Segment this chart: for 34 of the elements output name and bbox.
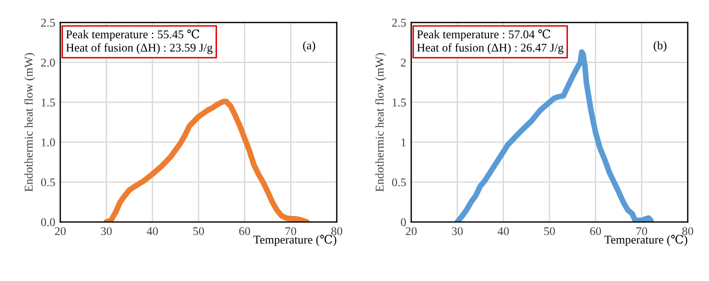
x-tick-label: 30 <box>101 227 112 236</box>
y-tick-label: 2 <box>400 58 406 66</box>
x-tick-label: 80 <box>682 227 694 236</box>
y-tick-label: 0.5 <box>392 178 406 186</box>
x-tick-label: 30 <box>452 227 463 236</box>
x-tick-label: 50 <box>193 227 204 236</box>
x-tick-label: 70 <box>286 227 296 236</box>
annotation: (b) <box>654 41 666 52</box>
x-tick-label: 60 <box>590 227 602 236</box>
x-tick-label: 40 <box>146 227 158 236</box>
y-tick-label: 2.0 <box>41 58 55 67</box>
x-axis-title: Temperature (℃) <box>604 234 688 246</box>
x-tick-label: 20 <box>54 227 66 236</box>
y-tick-label: 2.5 <box>392 18 406 27</box>
y-tick-label: 1 <box>401 138 406 146</box>
x-tick-label: 50 <box>544 227 555 236</box>
y-tick-label: 0.5 <box>41 178 55 186</box>
x-tick-label: 20 <box>406 227 417 236</box>
annotation: Peak temperature : 55.45 ℃ Heat of fusion (ΔH) : 23.59 J/g <box>66 29 213 54</box>
y-tick-label: 1.0 <box>42 138 55 146</box>
x-tick-label: 80 <box>331 227 342 236</box>
annotation: Peak temperature : 57.04 ℃ Heat of fusion (ΔH) : 26.47 J/g <box>417 29 564 54</box>
x-axis-title: Temperature (℃) <box>253 234 336 246</box>
y-tick-label: 1.5 <box>42 98 55 107</box>
y-tick-label: 2.5 <box>41 18 55 27</box>
y-axis-title: Endothermic heat flow (mW) <box>24 53 36 192</box>
y-tick-label: 0 <box>400 218 406 226</box>
y-tick-label: 1.5 <box>392 98 406 107</box>
y-tick-label: 0.0 <box>41 218 55 226</box>
y-axis-title: Endothermic heat flow (mW) <box>375 53 386 192</box>
x-tick-label: 40 <box>498 227 509 236</box>
x-tick-label: 70 <box>636 227 648 236</box>
annotation: (a) <box>303 41 316 52</box>
x-tick-label: 60 <box>239 227 250 236</box>
